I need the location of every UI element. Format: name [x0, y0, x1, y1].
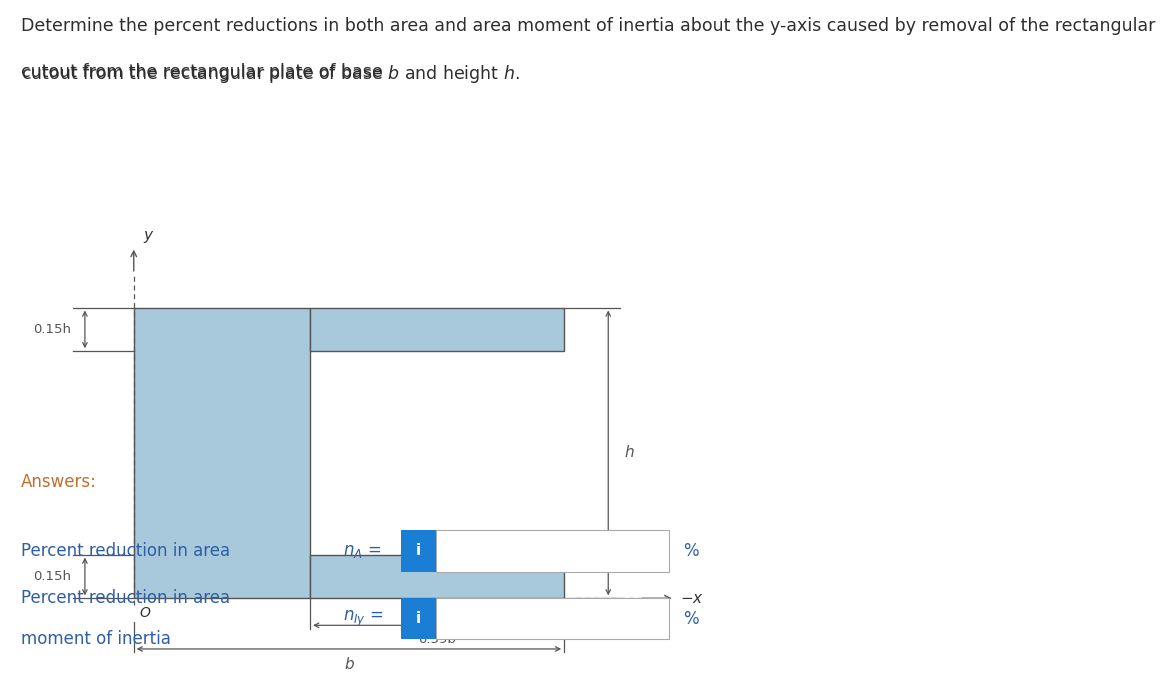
FancyBboxPatch shape: [436, 598, 669, 639]
Text: i: i: [416, 544, 421, 558]
FancyBboxPatch shape: [436, 530, 669, 572]
Text: h: h: [625, 445, 634, 460]
Bar: [311, 308, 564, 352]
Text: $n_{Iy}$ =: $n_{Iy}$ =: [343, 608, 384, 629]
Text: cutout from the rectangular plate of base $b$ and height $h$.: cutout from the rectangular plate of bas…: [21, 63, 520, 85]
Text: y: y: [143, 228, 152, 243]
Text: %: %: [683, 542, 698, 560]
Text: 0.59b: 0.59b: [419, 633, 456, 646]
Text: Determine the percent reductions in both area and area moment of inertia about t: Determine the percent reductions in both…: [21, 17, 1155, 35]
Text: $-x$: $-x$: [680, 591, 705, 606]
Text: %: %: [683, 610, 698, 627]
FancyBboxPatch shape: [401, 598, 436, 639]
Text: cutout from the rectangular plate of base: cutout from the rectangular plate of bas…: [21, 63, 388, 81]
Text: Percent reduction in area: Percent reduction in area: [21, 589, 230, 607]
Text: i: i: [416, 611, 421, 626]
Bar: [311, 554, 564, 598]
Text: moment of inertia: moment of inertia: [21, 630, 171, 648]
Text: Percent reduction in area: Percent reduction in area: [21, 542, 230, 560]
Text: $n_A$ =: $n_A$ =: [343, 542, 381, 560]
Text: O: O: [140, 606, 150, 621]
FancyBboxPatch shape: [401, 530, 436, 572]
Bar: [134, 308, 311, 598]
Text: 0.15h: 0.15h: [33, 570, 71, 583]
Text: b: b: [344, 657, 354, 672]
Text: Answers:: Answers:: [21, 473, 97, 491]
Text: 0.15h: 0.15h: [33, 323, 71, 336]
